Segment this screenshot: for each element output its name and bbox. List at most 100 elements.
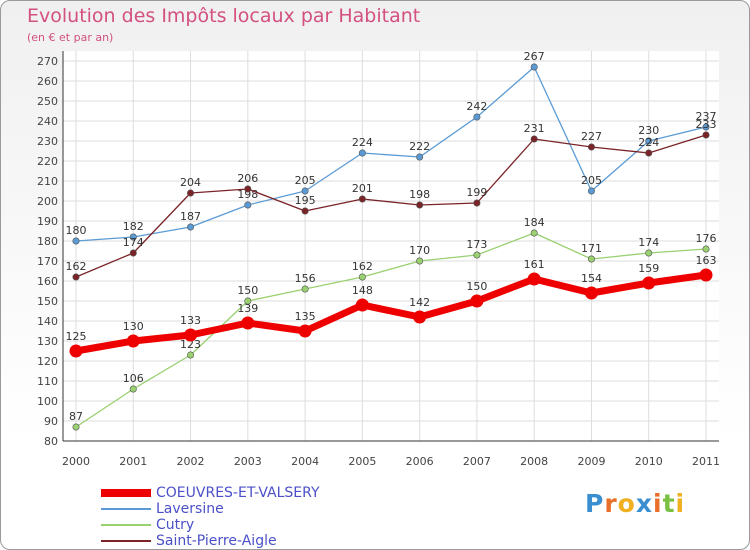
data-point-saint-pierre-aigle [187,189,195,197]
y-tick-label: 80 [44,435,58,448]
data-label-saint-pierre-aigle: 198 [409,188,430,201]
y-tick-label: 230 [37,135,58,148]
data-point-coeuvres-et-valsery [584,286,598,300]
data-label-saint-pierre-aigle: 199 [466,186,487,199]
legend-item-saint-pierre-aigle: Saint-Pierre-Aigle [101,533,361,549]
x-tick-label: 2010 [635,455,663,468]
data-label-coeuvres-et-valsery: 125 [66,330,87,343]
plot-area [63,51,719,441]
data-point-saint-pierre-aigle [129,249,137,257]
y-tick-label: 170 [37,255,58,268]
data-label-cutry: 156 [295,272,316,285]
y-tick-label: 160 [37,275,58,288]
series-line-coeuvres-et-valsery [75,271,707,355]
series-line-laversine [75,66,707,242]
data-label-cutry: 123 [180,338,201,351]
y-tick-label: 240 [37,115,58,128]
y-tick-label: 270 [37,55,58,68]
data-label-saint-pierre-aigle: 227 [581,130,602,143]
data-point-coeuvres-et-valsery [470,294,484,308]
data-label-saint-pierre-aigle: 224 [638,136,659,149]
data-point-saint-pierre-aigle [301,207,309,215]
legend-label: Laversine [156,501,224,517]
data-point-saint-pierre-aigle [530,135,538,143]
data-point-coeuvres-et-valsery [184,328,198,342]
data-label-cutry: 162 [352,260,373,273]
logo-letter: P [585,489,605,518]
data-point-laversine [129,233,137,241]
data-label-saint-pierre-aigle: 206 [237,172,258,185]
logo-letter: t [662,489,676,518]
data-point-cutry [530,229,538,237]
data-label-saint-pierre-aigle: 233 [696,118,717,131]
y-tick-label: 110 [37,375,58,388]
legend: COEUVRES-ET-VALSERY Laversine Cutry Saint-P… [101,485,361,549]
data-point-laversine [72,237,80,245]
data-label-laversine: 237 [696,110,717,123]
data-label-coeuvres-et-valsery: 163 [696,254,717,267]
data-label-saint-pierre-aigle: 201 [352,182,373,195]
data-label-coeuvres-et-valsery: 142 [409,296,430,309]
x-tick-label: 2004 [291,455,319,468]
data-point-saint-pierre-aigle [244,185,252,193]
data-point-saint-pierre-aigle [473,199,481,207]
logo-letter: i [675,489,686,518]
data-point-saint-pierre-aigle [587,143,595,151]
y-tick-label: 140 [37,315,58,328]
series-line-cutry [75,232,707,428]
data-label-cutry: 184 [524,216,545,229]
data-point-saint-pierre-aigle [358,195,366,203]
data-point-cutry [702,245,710,253]
data-point-laversine [187,223,195,231]
proxiti-logo: Proxiti [585,489,685,518]
data-label-coeuvres-et-valsery: 161 [524,258,545,271]
y-tick-label: 180 [37,235,58,248]
data-label-cutry: 173 [466,238,487,251]
data-label-saint-pierre-aigle: 174 [123,236,144,249]
legend-label: Saint-Pierre-Aigle [156,533,277,549]
x-tick-label: 2006 [406,455,434,468]
data-label-laversine: 267 [524,50,545,63]
data-label-saint-pierre-aigle: 231 [524,122,545,135]
data-label-coeuvres-et-valsery: 159 [638,262,659,275]
data-label-laversine: 230 [638,124,659,137]
data-point-cutry [645,249,653,257]
legend-swatch [101,508,151,510]
data-point-laversine [301,187,309,195]
data-label-laversine: 242 [466,100,487,113]
data-label-coeuvres-et-valsery: 133 [180,314,201,327]
data-point-cutry [358,273,366,281]
data-point-laversine [702,123,710,131]
data-label-cutry: 176 [696,232,717,245]
y-tick-label: 220 [37,155,58,168]
logo-letter: o [617,489,636,518]
legend-swatch [101,489,151,497]
data-point-cutry [244,297,252,305]
data-label-saint-pierre-aigle: 195 [295,194,316,207]
data-label-laversine: 222 [409,140,430,153]
data-label-saint-pierre-aigle: 204 [180,176,201,189]
logo-letter: i [653,489,663,518]
data-label-coeuvres-et-valsery: 148 [352,284,373,297]
data-point-cutry [72,423,80,431]
y-tick-label: 210 [37,175,58,188]
data-point-cutry [587,255,595,263]
data-point-cutry [301,285,309,293]
data-label-laversine: 205 [295,174,316,187]
y-tick-label: 260 [37,75,58,88]
data-label-laversine: 224 [352,136,373,149]
data-point-coeuvres-et-valsery [699,268,713,282]
y-tick-label: 150 [37,295,58,308]
data-label-cutry: 170 [409,244,430,257]
y-tick-label: 100 [37,395,58,408]
data-label-cutry: 171 [581,242,602,255]
data-point-coeuvres-et-valsery [69,344,83,358]
x-tick-label: 2000 [62,455,90,468]
data-label-cutry: 174 [638,236,659,249]
y-tick-label: 120 [37,355,58,368]
x-tick-label: 2002 [177,455,205,468]
legend-label: Cutry [156,517,195,533]
data-label-laversine: 205 [581,174,602,187]
legend-swatch [101,540,151,542]
